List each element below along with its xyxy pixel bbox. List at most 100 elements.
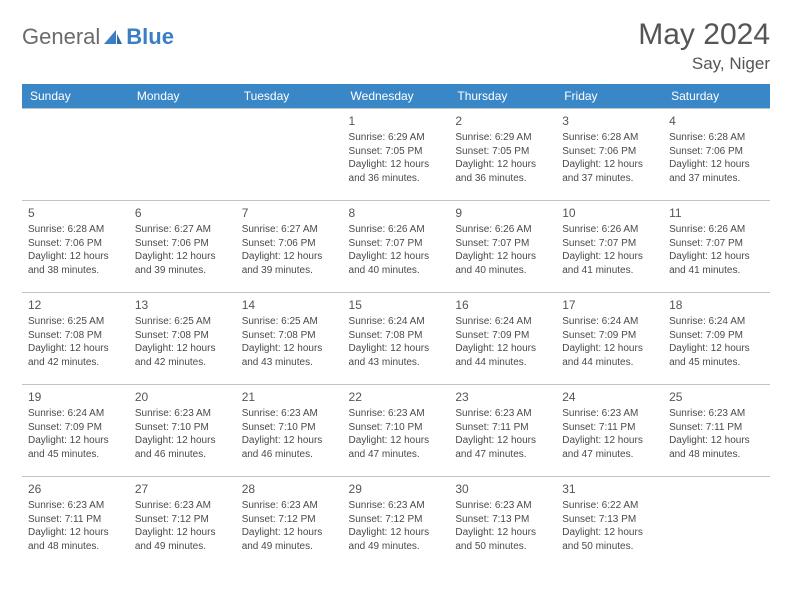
- calendar-empty-cell: [663, 477, 770, 569]
- day-number: 30: [455, 481, 550, 497]
- sunset-line: Sunset: 7:10 PM: [242, 421, 337, 435]
- sunset-line: Sunset: 7:08 PM: [28, 329, 123, 343]
- sunset-line: Sunset: 7:08 PM: [135, 329, 230, 343]
- sunrise-line: Sunrise: 6:23 AM: [349, 407, 444, 421]
- day-number: 10: [562, 205, 657, 221]
- dow-wednesday: Wednesday: [343, 84, 450, 109]
- sunrise-line: Sunrise: 6:25 AM: [28, 315, 123, 329]
- calendar-day-cell: 5Sunrise: 6:28 AMSunset: 7:06 PMDaylight…: [22, 201, 129, 293]
- daylight-line: Daylight: 12 hours and 40 minutes.: [455, 250, 550, 277]
- sunrise-line: Sunrise: 6:26 AM: [562, 223, 657, 237]
- daylight-line: Daylight: 12 hours and 37 minutes.: [669, 158, 764, 185]
- calendar-week-row: 5Sunrise: 6:28 AMSunset: 7:06 PMDaylight…: [22, 201, 770, 293]
- sunrise-line: Sunrise: 6:26 AM: [669, 223, 764, 237]
- daylight-line: Daylight: 12 hours and 47 minutes.: [455, 434, 550, 461]
- calendar-week-row: 1Sunrise: 6:29 AMSunset: 7:05 PMDaylight…: [22, 109, 770, 201]
- sunset-line: Sunset: 7:06 PM: [28, 237, 123, 251]
- sunrise-line: Sunrise: 6:23 AM: [135, 499, 230, 513]
- logo-text-blue: Blue: [126, 24, 174, 50]
- daylight-line: Daylight: 12 hours and 36 minutes.: [349, 158, 444, 185]
- calendar-day-cell: 25Sunrise: 6:23 AMSunset: 7:11 PMDayligh…: [663, 385, 770, 477]
- day-number: 16: [455, 297, 550, 313]
- calendar-week-row: 26Sunrise: 6:23 AMSunset: 7:11 PMDayligh…: [22, 477, 770, 569]
- sunset-line: Sunset: 7:09 PM: [455, 329, 550, 343]
- title-block: May 2024 Say, Niger: [638, 18, 770, 74]
- day-number: 7: [242, 205, 337, 221]
- calendar-day-cell: 21 Sunrise: 6:23 AMSunset: 7:10 PMDayligh…: [236, 385, 343, 477]
- day-number: 21: [242, 389, 337, 405]
- sunrise-line: Sunrise: 6:24 AM: [28, 407, 123, 421]
- calendar-body: 1Sunrise: 6:29 AMSunset: 7:05 PMDaylight…: [22, 109, 770, 569]
- day-number: 22: [349, 389, 444, 405]
- sunrise-line: Sunrise: 6:24 AM: [455, 315, 550, 329]
- calendar-day-cell: 14Sunrise: 6:25 AMSunset: 7:08 PMDayligh…: [236, 293, 343, 385]
- day-number: 25: [669, 389, 764, 405]
- day-number: 31: [562, 481, 657, 497]
- sunset-line: Sunset: 7:13 PM: [562, 513, 657, 527]
- daylight-line: Daylight: 12 hours and 49 minutes.: [349, 526, 444, 553]
- calendar-day-cell: 26Sunrise: 6:23 AMSunset: 7:11 PMDayligh…: [22, 477, 129, 569]
- sunset-line: Sunset: 7:11 PM: [562, 421, 657, 435]
- sunset-line: Sunset: 7:12 PM: [242, 513, 337, 527]
- dow-friday: Friday: [556, 84, 663, 109]
- sunrise-line: Sunrise: 6:24 AM: [562, 315, 657, 329]
- calendar-empty-cell: [22, 109, 129, 201]
- day-number: 28: [242, 481, 337, 497]
- day-number: 11: [669, 205, 764, 221]
- daylight-line: Daylight: 12 hours and 42 minutes.: [135, 342, 230, 369]
- sunrise-line: Sunrise: 6:26 AM: [349, 223, 444, 237]
- dow-thursday: Thursday: [449, 84, 556, 109]
- sunset-line: Sunset: 7:06 PM: [669, 145, 764, 159]
- daylight-line: Daylight: 12 hours and 46 minutes.: [242, 434, 337, 461]
- day-number: 14: [242, 297, 337, 313]
- sunrise-line: Sunrise: 6:26 AM: [455, 223, 550, 237]
- sunrise-line: Sunrise: 6:27 AM: [242, 223, 337, 237]
- sunrise-line: Sunrise: 6:28 AM: [669, 131, 764, 145]
- calendar-day-cell: 7Sunrise: 6:27 AMSunset: 7:06 PMDaylight…: [236, 201, 343, 293]
- daylight-line: Daylight: 12 hours and 50 minutes.: [455, 526, 550, 553]
- day-number: 23: [455, 389, 550, 405]
- day-number: 9: [455, 205, 550, 221]
- daylight-line: Daylight: 12 hours and 46 minutes.: [135, 434, 230, 461]
- sunset-line: Sunset: 7:08 PM: [349, 329, 444, 343]
- sunrise-line: Sunrise: 6:29 AM: [349, 131, 444, 145]
- sunrise-line: Sunrise: 6:23 AM: [349, 499, 444, 513]
- sunset-line: Sunset: 7:05 PM: [349, 145, 444, 159]
- calendar-day-cell: 10Sunrise: 6:26 AMSunset: 7:07 PMDayligh…: [556, 201, 663, 293]
- sunrise-line: Sunrise: 6:29 AM: [455, 131, 550, 145]
- daylight-line: Daylight: 12 hours and 37 minutes.: [562, 158, 657, 185]
- daylight-line: Daylight: 12 hours and 49 minutes.: [242, 526, 337, 553]
- sunset-line: Sunset: 7:09 PM: [28, 421, 123, 435]
- day-number: 19: [28, 389, 123, 405]
- day-of-week-row: Sunday Monday Tuesday Wednesday Thursday…: [22, 84, 770, 109]
- sunrise-line: Sunrise: 6:23 AM: [242, 407, 337, 421]
- dow-monday: Monday: [129, 84, 236, 109]
- daylight-line: Daylight: 12 hours and 48 minutes.: [28, 526, 123, 553]
- sunset-line: Sunset: 7:09 PM: [669, 329, 764, 343]
- calendar-day-cell: 4Sunrise: 6:28 AMSunset: 7:06 PMDaylight…: [663, 109, 770, 201]
- sunset-line: Sunset: 7:07 PM: [349, 237, 444, 251]
- sunrise-line: Sunrise: 6:24 AM: [349, 315, 444, 329]
- sunrise-line: Sunrise: 6:25 AM: [135, 315, 230, 329]
- daylight-line: Daylight: 12 hours and 38 minutes.: [28, 250, 123, 277]
- calendar-day-cell: 31Sunrise: 6:22 AMSunset: 7:13 PMDayligh…: [556, 477, 663, 569]
- calendar-day-cell: 19Sunrise: 6:24 AMSunset: 7:09 PMDayligh…: [22, 385, 129, 477]
- calendar-day-cell: 29Sunrise: 6:23 AMSunset: 7:12 PMDayligh…: [343, 477, 450, 569]
- calendar-day-cell: 18Sunrise: 6:24 AMSunset: 7:09 PMDayligh…: [663, 293, 770, 385]
- daylight-line: Daylight: 12 hours and 49 minutes.: [135, 526, 230, 553]
- day-number: 24: [562, 389, 657, 405]
- day-number: 13: [135, 297, 230, 313]
- sunrise-line: Sunrise: 6:25 AM: [242, 315, 337, 329]
- calendar-day-cell: 23Sunrise: 6:23 AMSunset: 7:11 PMDayligh…: [449, 385, 556, 477]
- calendar-day-cell: 1Sunrise: 6:29 AMSunset: 7:05 PMDaylight…: [343, 109, 450, 201]
- daylight-line: Daylight: 12 hours and 45 minutes.: [669, 342, 764, 369]
- daylight-line: Daylight: 12 hours and 50 minutes.: [562, 526, 657, 553]
- calendar-day-cell: 3Sunrise: 6:28 AMSunset: 7:06 PMDaylight…: [556, 109, 663, 201]
- sunset-line: Sunset: 7:11 PM: [28, 513, 123, 527]
- sunset-line: Sunset: 7:12 PM: [135, 513, 230, 527]
- day-number: 3: [562, 113, 657, 129]
- dow-sunday: Sunday: [22, 84, 129, 109]
- day-number: 12: [28, 297, 123, 313]
- sunset-line: Sunset: 7:13 PM: [455, 513, 550, 527]
- calendar-day-cell: 8Sunrise: 6:26 AMSunset: 7:07 PMDaylight…: [343, 201, 450, 293]
